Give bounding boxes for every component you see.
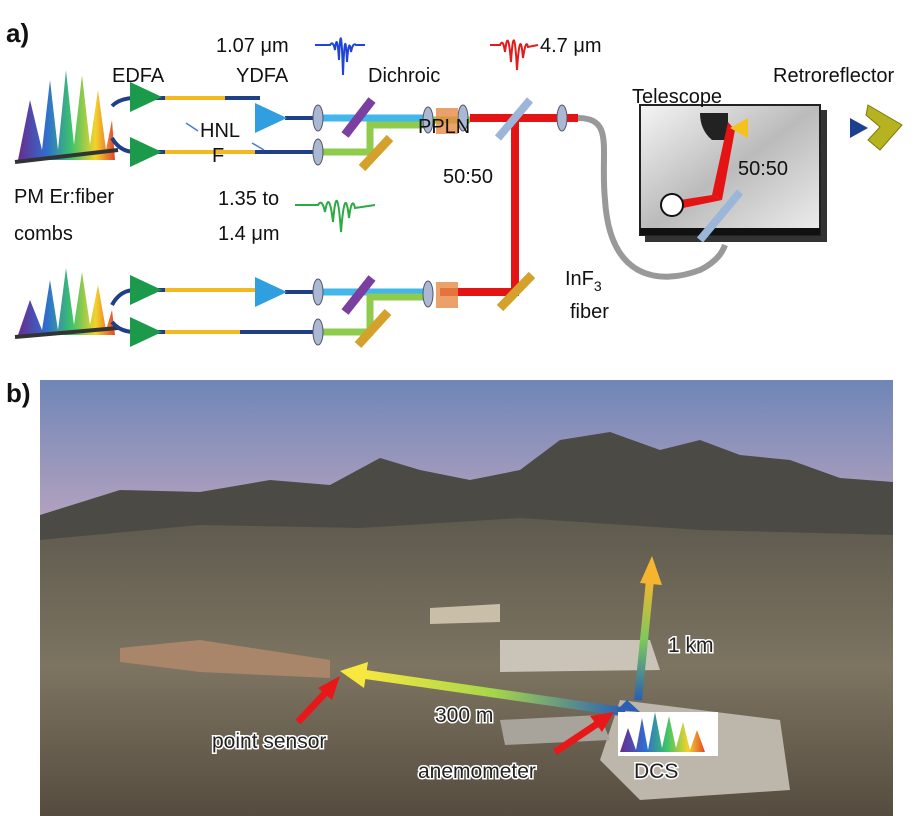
building [500,640,660,672]
lens [313,319,323,345]
ydfa-amp [255,103,287,133]
retroreflector [866,105,902,150]
label-wavelength: 1.35 to [218,188,279,210]
panel-label: a) [6,18,29,48]
label-wavelength: 4.7 μm [540,35,602,57]
label-ydfa: YDFA [236,65,289,87]
label-combs: combs [14,223,73,245]
lens [313,105,323,131]
figure: a) [0,0,921,816]
ppln-crystal [436,282,458,308]
lens [557,105,567,131]
pulse-4700 [490,40,538,70]
label-anemometer: anemometer [418,760,536,783]
label-distance: 300 m [435,704,493,727]
lens [423,281,433,307]
lens [313,279,323,305]
aerial-photo [40,380,893,816]
detector [661,194,683,216]
label-hnlf: F [212,145,224,167]
label-fiber: fiber [570,301,609,323]
comb-spectrum [18,268,115,335]
label-wavelength: 1.07 μm [216,35,289,57]
comb-spectrum [18,70,115,160]
label-wavelength: 1.4 μm [218,223,280,245]
telescope-base [640,228,820,235]
pulse-1350 [295,201,375,232]
edfa-amp [130,275,162,305]
lens [313,139,323,165]
label-combs: PM Er:fiber [14,186,114,208]
edfa-amp [130,137,162,167]
label-dcs: DCS [634,760,678,783]
hnlf-pointer [186,123,198,131]
comb-bottom [15,268,118,337]
comb-top [15,70,118,162]
label-telescope: Telescope [632,86,722,108]
label-point-sensor: point sensor [212,730,326,753]
label-ppln: PPLN [418,116,470,138]
label-fiber-main: InF [565,268,594,290]
label-dichroic: Dichroic [368,65,440,87]
ydfa-amp [255,277,287,307]
label-retroreflector: Retroreflector [773,65,894,87]
arrow-head [850,118,868,138]
panel-label: b) [6,378,31,408]
label-fiber-sub: 3 [594,278,602,294]
label-splitter: 50:50 [443,166,493,188]
label-fiber: InF3 [565,268,602,294]
edfa-amp [130,317,162,347]
label-splitter: 50:50 [738,158,788,180]
beam-mir [440,118,515,292]
pulse-1070 [315,38,365,75]
label-distance: 1 km [668,634,714,657]
beam-1350 [318,125,430,152]
label-hnlf: HNL [200,120,240,142]
label-edfa: EDFA [112,65,165,87]
hnlf-pointer [252,143,264,150]
